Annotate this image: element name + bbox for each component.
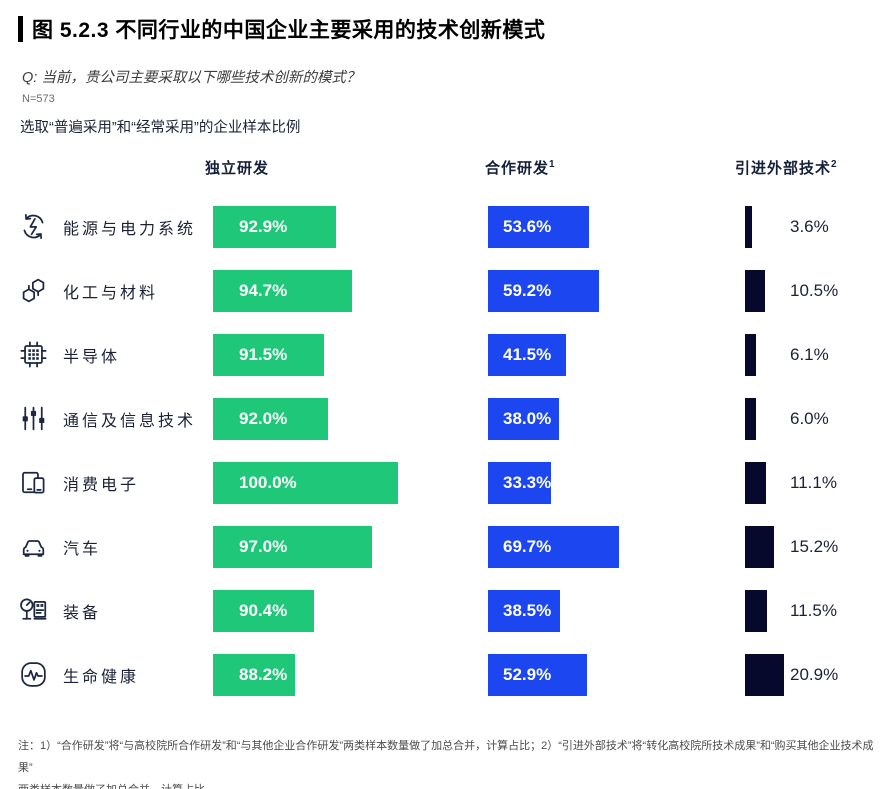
external-tech-bar — [745, 270, 765, 312]
external-tech-value-label: 11.1% — [790, 473, 837, 492]
footnote-line-2: 两类样本数量做了加总合并，计算占比 — [18, 779, 876, 789]
bar-value-label: 100.0% — [239, 473, 297, 492]
footnote-ref-1: 1 — [549, 159, 556, 170]
footnote-ref-2: 2 — [831, 159, 838, 170]
industry-label: 通信及信息技术 — [63, 413, 197, 430]
machine-gauge-icon — [17, 594, 50, 627]
external-tech-value-label: 10.5% — [790, 281, 839, 300]
independent-rd-bar: 88.2% — [213, 654, 295, 696]
external-tech-value-label: 11.5% — [790, 601, 837, 620]
bar-value-label: 41.5% — [503, 345, 552, 364]
bar-value-label: 94.7% — [239, 281, 288, 300]
external-tech-value-label: 3.6% — [790, 217, 829, 236]
industry-row: 生命健康 88.2% 52.9% 20.9% — [0, 643, 890, 707]
industry-row: 通信及信息技术 92.0% 38.0% 6.0% — [0, 387, 890, 451]
industry-row: 装备 90.4% 38.5% 11.5% — [0, 579, 890, 643]
external-tech-value-label: 6.0% — [790, 409, 829, 428]
industry-row: 半导体 91.5% 41.5% 6.1% — [0, 323, 890, 387]
footnote: 注：1）“合作研发”将“与高校院所合作研发”和“与其他企业合作研发”两类样本数量… — [18, 735, 876, 789]
external-tech-bar — [745, 398, 756, 440]
external-tech-bar — [745, 206, 752, 248]
industry-label: 装备 — [63, 605, 102, 622]
health-pulse-icon — [17, 658, 50, 691]
industry-label: 汽车 — [63, 541, 102, 558]
industry-label: 半导体 — [63, 349, 121, 366]
cooperative-rd-bar: 33.3% — [488, 462, 551, 504]
bar-value-label: 33.3% — [503, 473, 552, 492]
survey-question: Q: 当前，贵公司主要采取以下哪些技术创新的模式？ — [22, 70, 361, 86]
bar-value-label: 59.2% — [503, 281, 552, 300]
bar-value-label: 90.4% — [239, 601, 288, 620]
industry-label: 消费电子 — [63, 477, 140, 494]
external-tech-bar — [745, 462, 766, 504]
bar-value-label: 53.6% — [503, 217, 552, 236]
column-header-independent-rd: 独立研发 — [205, 157, 269, 178]
bar-value-label: 69.7% — [503, 537, 552, 556]
column-header-label: 引进外部技术 — [735, 160, 832, 177]
cooperative-rd-bar: 52.9% — [488, 654, 587, 696]
industry-row: 汽车 97.0% 69.7% 15.2% — [0, 515, 890, 579]
independent-rd-bar: 92.0% — [213, 398, 328, 440]
bar-value-label: 38.5% — [503, 601, 552, 620]
column-header-external-tech: 引进外部技术2 — [735, 157, 838, 178]
industry-label: 生命健康 — [63, 669, 140, 686]
cooperative-rd-bar: 38.5% — [488, 590, 560, 632]
industry-row: 消费电子 100.0% 33.3% 11.1% — [0, 451, 890, 515]
column-header-label: 独立研发 — [205, 160, 270, 177]
bar-value-label: 92.9% — [239, 217, 288, 236]
external-tech-bar — [745, 654, 784, 696]
cooperative-rd-bar: 69.7% — [488, 526, 619, 568]
bar-value-label: 38.0% — [503, 409, 552, 428]
energy-cycle-icon — [17, 210, 50, 243]
independent-rd-bar: 100.0% — [213, 462, 398, 504]
sliders-icon — [17, 402, 50, 435]
bar-value-label: 97.0% — [239, 537, 288, 556]
car-icon — [17, 530, 50, 563]
sample-size: N=573 — [22, 93, 55, 105]
external-tech-value-label: 20.9% — [790, 665, 839, 684]
footnote-line-1: 注：1）“合作研发”将“与高校院所合作研发”和“与其他企业合作研发”两类样本数量… — [18, 740, 874, 774]
column-header-label: 合作研发 — [485, 160, 550, 177]
cooperative-rd-bar: 53.6% — [488, 206, 589, 248]
figure-title: 图 5.2.3 不同行业的中国企业主要采用的技术创新模式 — [32, 19, 546, 42]
industry-row: 能源与电力系统 92.9% 53.6% 3.6% — [0, 195, 890, 259]
independent-rd-bar: 94.7% — [213, 270, 352, 312]
external-tech-bar — [745, 590, 767, 632]
independent-rd-bar: 92.9% — [213, 206, 336, 248]
industry-row: 化工与材料 94.7% 59.2% 10.5% — [0, 259, 890, 323]
chart-subtitle: 选取“普遍采用”和“经常采用”的企业样本比例 — [20, 120, 301, 136]
chart-rows: 能源与电力系统 92.9% 53.6% 3.6% 化工与材料 94.7% 59.… — [0, 195, 890, 707]
title-accent-bar — [18, 16, 23, 42]
external-tech-value-label: 6.1% — [790, 345, 829, 364]
independent-rd-bar: 91.5% — [213, 334, 324, 376]
bar-value-label: 52.9% — [503, 665, 552, 684]
bar-value-label: 91.5% — [239, 345, 288, 364]
external-tech-value-label: 15.2% — [790, 537, 839, 556]
bar-value-label: 92.0% — [239, 409, 288, 428]
external-tech-bar — [745, 334, 756, 376]
figure-header: 图 5.2.3 不同行业的中国企业主要采用的技术创新模式 — [18, 14, 545, 44]
cooperative-rd-bar: 59.2% — [488, 270, 599, 312]
chip-icon — [17, 338, 50, 371]
column-header-cooperative-rd: 合作研发1 — [485, 157, 556, 178]
industry-label: 能源与电力系统 — [63, 221, 197, 238]
independent-rd-bar: 90.4% — [213, 590, 314, 632]
devices-icon — [17, 466, 50, 499]
external-tech-bar — [745, 526, 774, 568]
cooperative-rd-bar: 41.5% — [488, 334, 566, 376]
independent-rd-bar: 97.0% — [213, 526, 372, 568]
industry-label: 化工与材料 — [63, 285, 159, 302]
molecules-icon — [17, 274, 50, 307]
cooperative-rd-bar: 38.0% — [488, 398, 559, 440]
bar-value-label: 88.2% — [239, 665, 288, 684]
